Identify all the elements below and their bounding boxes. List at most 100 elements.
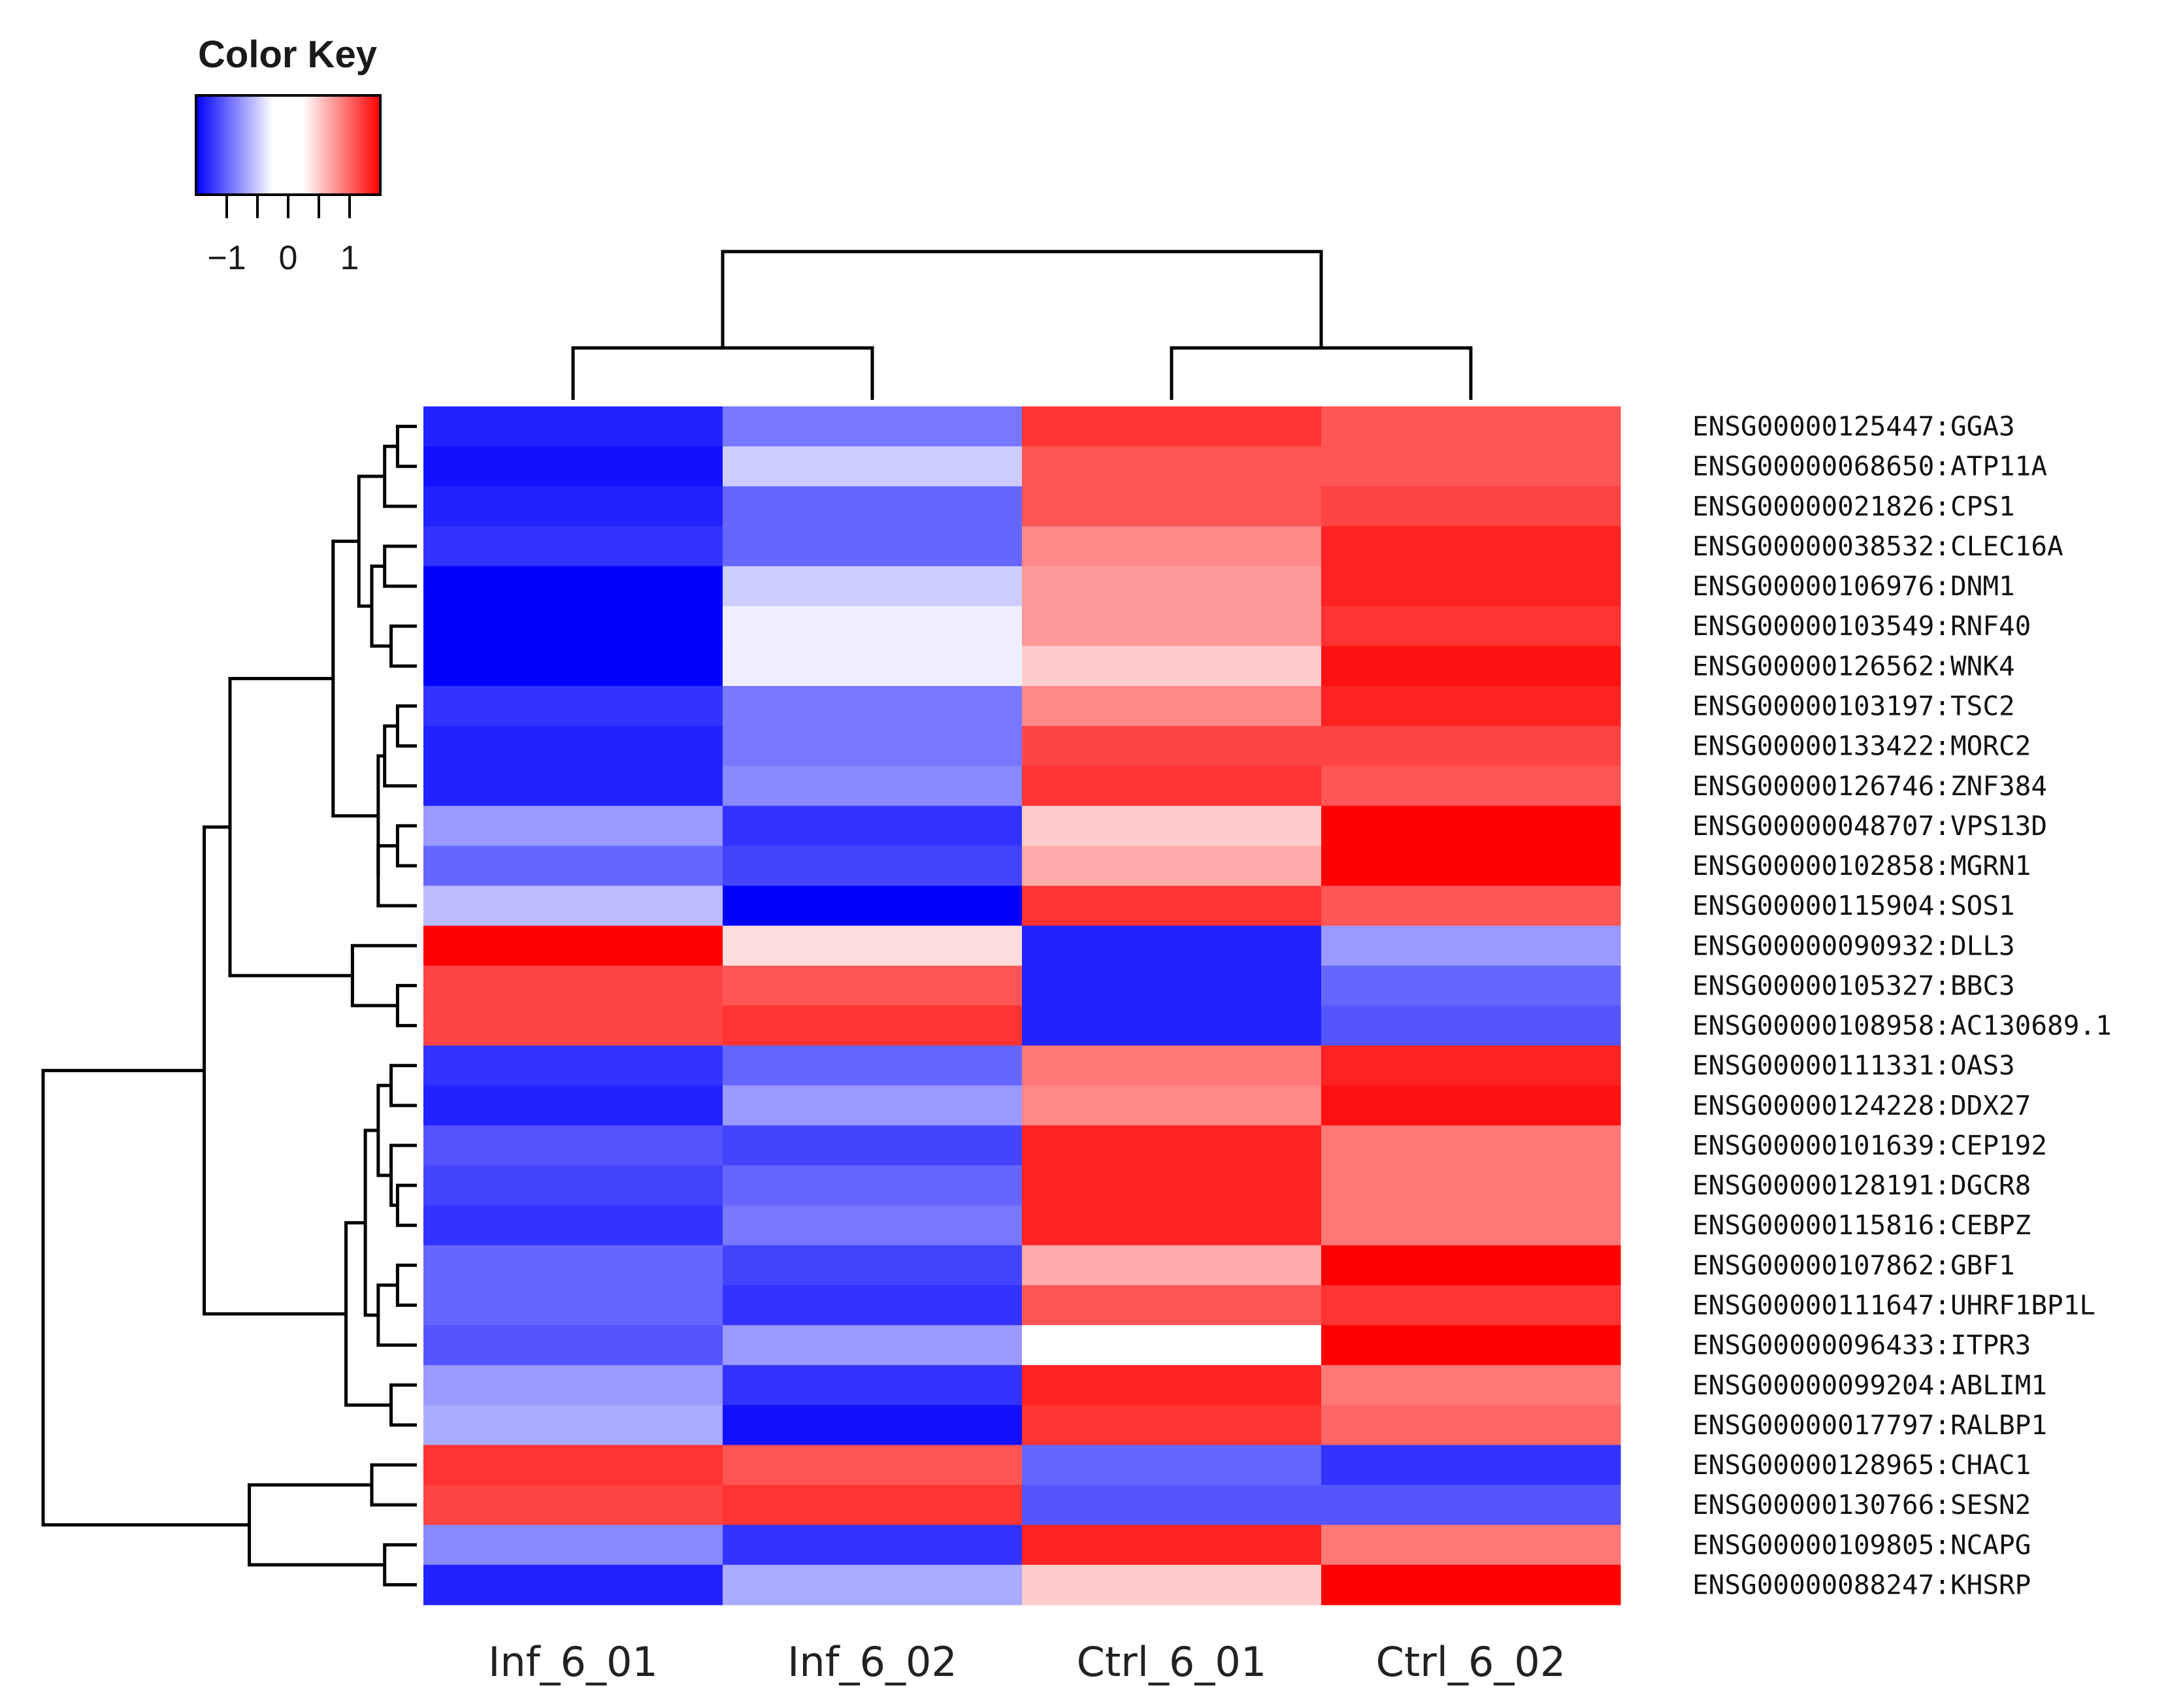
row-label: ENSG00000108958:AC130689.1 [1692, 1010, 2112, 1042]
heatmap-cell [1022, 726, 1322, 766]
heatmap-cell [423, 726, 723, 766]
heatmap-cell [1022, 1205, 1322, 1246]
heatmap-cell [1022, 685, 1322, 727]
heatmap-cell [723, 1045, 1023, 1086]
color-key-ticks: −1 0 1 [207, 195, 359, 277]
heatmap-cell [1321, 1445, 1621, 1486]
heatmap-cell [1321, 406, 1621, 447]
row-label: ENSG00000099204:ABLIM1 [1692, 1370, 2047, 1401]
heatmap-cell [423, 1285, 723, 1326]
row-dendrogram-branch [248, 1483, 385, 1567]
row-label: ENSG00000096433:ITPR3 [1692, 1330, 2031, 1361]
heatmap-cell [423, 806, 723, 847]
heatmap-cell [423, 646, 723, 687]
heatmap-cell [1022, 925, 1322, 966]
heatmap-cell [423, 1564, 723, 1605]
heatmap-cell [1321, 1285, 1621, 1326]
heatmap-cell [1321, 766, 1621, 806]
row-dendrogram-branch [376, 1083, 391, 1177]
row-dendrogram-branch [395, 704, 417, 748]
heatmap-cell [723, 1485, 1023, 1526]
column-label: Ctrl_6_02 [1376, 1638, 1566, 1686]
color-key-tick-label: −1 [207, 239, 246, 277]
heatmap-cell [1321, 1125, 1621, 1166]
row-label: ENSG00000107862:GBF1 [1692, 1249, 2015, 1281]
row-label: ENSG00000105327:BBC3 [1692, 970, 2015, 1001]
color-key-title: Color Key [198, 33, 377, 76]
row-label: ENSG00000109805:NCAPG [1692, 1529, 2031, 1560]
row-labels: ENSG00000125447:GGA3 ENSG00000068650:ATP1… [1692, 411, 2112, 1601]
heatmap-cell [1321, 846, 1621, 887]
heatmap-cell [1022, 566, 1322, 607]
heatmap-cell [423, 965, 723, 1006]
heatmap-cell [1321, 1006, 1621, 1046]
heatmap-cell [1321, 925, 1621, 966]
heatmap-cell [723, 1006, 1023, 1046]
heatmap-cell [1321, 1365, 1621, 1405]
heatmap-cell [723, 646, 1023, 687]
column-dendrogram [571, 250, 1473, 400]
heatmap-cell [723, 446, 1023, 487]
heatmap-cell [723, 1285, 1023, 1326]
heatmap-cell [723, 965, 1023, 1006]
heatmap-cell [423, 1045, 723, 1086]
row-label: ENSG00000102858:MGRN1 [1692, 850, 2031, 881]
heatmap-cell [723, 526, 1023, 567]
heatmap-cell [1321, 1045, 1621, 1086]
heatmap-cell [1321, 606, 1621, 647]
row-label: ENSG00000124228:DDX27 [1692, 1090, 2031, 1121]
row-label: ENSG00000021826:CPS1 [1692, 491, 2015, 522]
row-dendrogram-branch [389, 1064, 417, 1108]
row-label: ENSG00000111331:OAS3 [1692, 1050, 2015, 1081]
row-label: ENSG00000048707:VPS13D [1692, 810, 2047, 842]
row-label: ENSG00000111647:UHRF1BP1L [1692, 1290, 2095, 1321]
row-dendrogram-branch [363, 1128, 378, 1317]
heatmap-cell [723, 606, 1023, 647]
heatmap-cell [723, 806, 1023, 847]
row-dendrogram-branch [395, 824, 417, 868]
row-dendrogram-branch [395, 983, 417, 1028]
row-label: ENSG00000038532:CLEC16A [1692, 531, 2063, 562]
heatmap-cell [423, 406, 723, 447]
row-dendrogram-branch [383, 1543, 417, 1586]
heatmap-cell [1321, 1165, 1621, 1206]
heatmap-cell [423, 885, 723, 927]
row-dendrogram-branch [41, 1068, 250, 1527]
heatmap-cell [423, 685, 723, 727]
row-dendrogram-branch [370, 1463, 417, 1507]
heatmap-cell [1321, 446, 1621, 487]
heatmap-cell [423, 846, 723, 887]
row-label: ENSG00000126562:WNK4 [1692, 650, 2015, 682]
row-dendrogram [41, 425, 417, 1586]
column-dendrogram-branch [721, 250, 1323, 348]
heatmap-cell [1022, 1365, 1322, 1405]
row-label: ENSG00000017797:RALBP1 [1692, 1409, 2047, 1441]
row-dendrogram-branch [389, 1383, 417, 1427]
heatmap-cell [1321, 1564, 1621, 1605]
heatmap-cell [1321, 1085, 1621, 1126]
heatmap-cell [1321, 965, 1621, 1006]
heatmap-cell [1022, 1085, 1322, 1126]
heatmap-cell [423, 1405, 723, 1446]
heatmap-cell [1321, 526, 1621, 567]
column-dendrogram-branch [571, 346, 874, 400]
row-label: ENSG00000088247:KHSRP [1692, 1569, 2031, 1600]
row-dendrogram-branch [376, 844, 417, 908]
heatmap-cell [1022, 1405, 1322, 1446]
heatmap-cell [423, 1325, 723, 1366]
heatmap-cell [1321, 566, 1621, 607]
heatmap-cell [723, 766, 1023, 806]
row-dendrogram-branch [395, 1263, 417, 1307]
row-label: ENSG00000101639:CEP192 [1692, 1130, 2047, 1161]
heatmap-cell [1022, 646, 1322, 687]
row-dendrogram-branch [389, 1143, 417, 1207]
heatmap-cell [1022, 1245, 1322, 1286]
heatmap-cell [723, 566, 1023, 607]
heatmap-cell [1321, 486, 1621, 527]
heatmap-cell [423, 1125, 723, 1166]
row-dendrogram-branch [370, 565, 391, 648]
heatmap-cell [1321, 1524, 1621, 1566]
heatmap-cell [723, 1325, 1023, 1366]
heatmap-cell [1321, 646, 1621, 687]
